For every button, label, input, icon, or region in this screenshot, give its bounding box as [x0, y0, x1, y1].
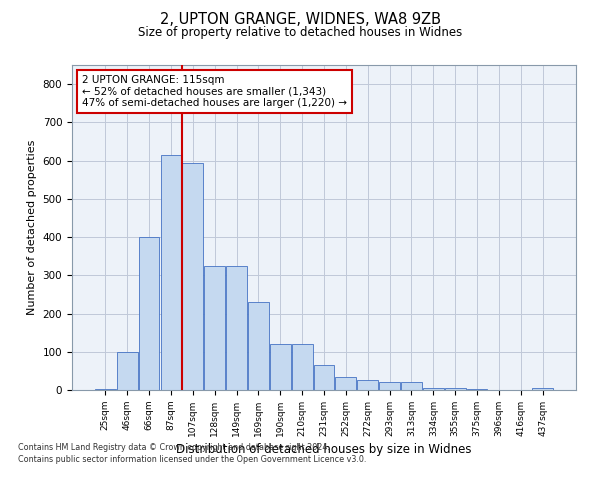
Bar	[335, 376, 356, 390]
Bar	[226, 266, 247, 390]
Bar	[161, 155, 181, 390]
Bar	[445, 388, 466, 390]
Text: 2 UPTON GRANGE: 115sqm
← 52% of detached houses are smaller (1,343)
47% of semi-: 2 UPTON GRANGE: 115sqm ← 52% of detached…	[82, 74, 347, 108]
X-axis label: Distribution of detached houses by size in Widnes: Distribution of detached houses by size …	[176, 443, 472, 456]
Bar	[423, 388, 444, 390]
Bar	[401, 382, 422, 390]
Y-axis label: Number of detached properties: Number of detached properties	[27, 140, 37, 315]
Bar	[182, 162, 203, 390]
Bar	[95, 389, 116, 390]
Text: Contains HM Land Registry data © Crown copyright and database right 2024.: Contains HM Land Registry data © Crown c…	[18, 442, 330, 452]
Text: 2, UPTON GRANGE, WIDNES, WA8 9ZB: 2, UPTON GRANGE, WIDNES, WA8 9ZB	[160, 12, 440, 28]
Bar	[379, 382, 400, 390]
Bar	[532, 388, 553, 390]
Bar	[204, 266, 225, 390]
Bar	[358, 380, 378, 390]
Bar	[117, 352, 137, 390]
Bar	[139, 237, 160, 390]
Bar	[314, 365, 334, 390]
Bar	[467, 389, 487, 390]
Text: Contains public sector information licensed under the Open Government Licence v3: Contains public sector information licen…	[18, 455, 367, 464]
Bar	[292, 344, 313, 390]
Bar	[270, 344, 290, 390]
Text: Size of property relative to detached houses in Widnes: Size of property relative to detached ho…	[138, 26, 462, 39]
Bar	[248, 302, 269, 390]
